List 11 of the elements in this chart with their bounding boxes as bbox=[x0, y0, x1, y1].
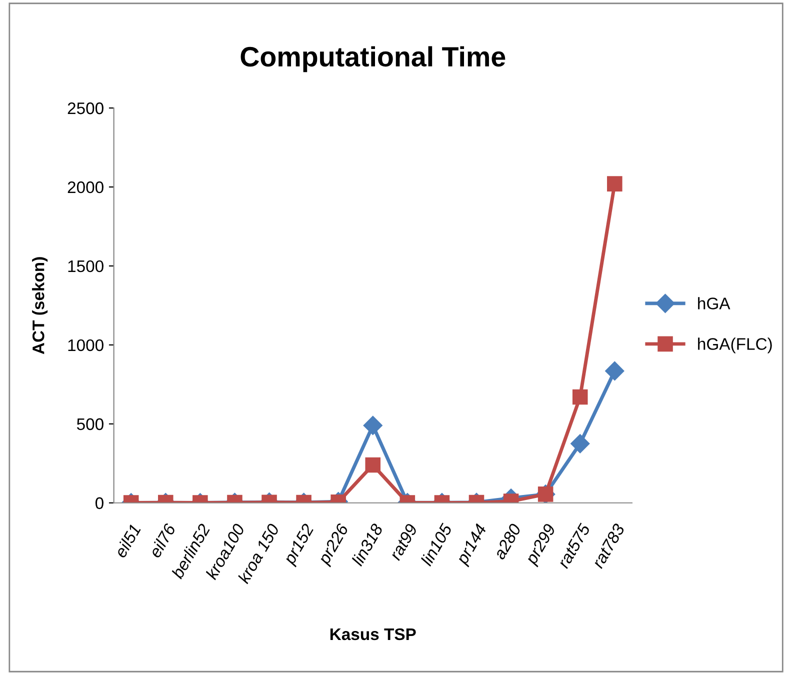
y-tick-label: 1500 bbox=[68, 260, 104, 272]
x-axis-title: Kasus TSP bbox=[330, 628, 416, 640]
y-tick-label: 0 bbox=[95, 497, 104, 510]
y-tick-label: 500 bbox=[76, 418, 104, 430]
y-tick-label: 1000 bbox=[68, 339, 104, 352]
y-tick-label: 2500 bbox=[68, 102, 104, 114]
chart-title: Computational Time bbox=[240, 46, 506, 72]
y-tick-label: 2000 bbox=[68, 181, 104, 194]
y-axis-title: ACT (sekon) bbox=[32, 257, 48, 354]
legend-label: hGA(FLC) bbox=[698, 338, 772, 354]
legend-label: hGA bbox=[698, 297, 730, 310]
